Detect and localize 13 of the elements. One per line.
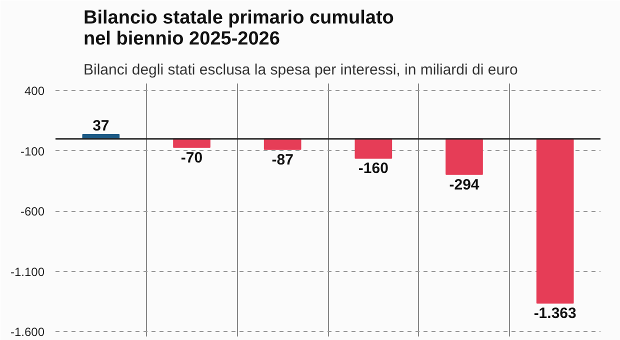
y-tick-label: -1.100	[10, 264, 45, 279]
data-label: -1.363	[534, 305, 576, 322]
chart-title: Bilancio statale primario cumulato nel biennio 2025-2026	[84, 8, 394, 50]
data-label: -294	[449, 176, 480, 194]
y-tick-label: 400	[24, 84, 45, 98]
y-tick-label: -1.600	[10, 325, 45, 340]
data-label: 37	[92, 117, 110, 134]
data-label: -87	[272, 151, 294, 168]
chart-subtitle: Bilanci degli stati esclusa la spesa per interessi, in miliardi di euro	[84, 62, 518, 78]
y-tick-label: -600	[20, 204, 45, 219]
data-label: -160	[358, 160, 388, 178]
data-label: -70	[180, 149, 203, 166]
y-tick-label: -100	[20, 144, 45, 158]
